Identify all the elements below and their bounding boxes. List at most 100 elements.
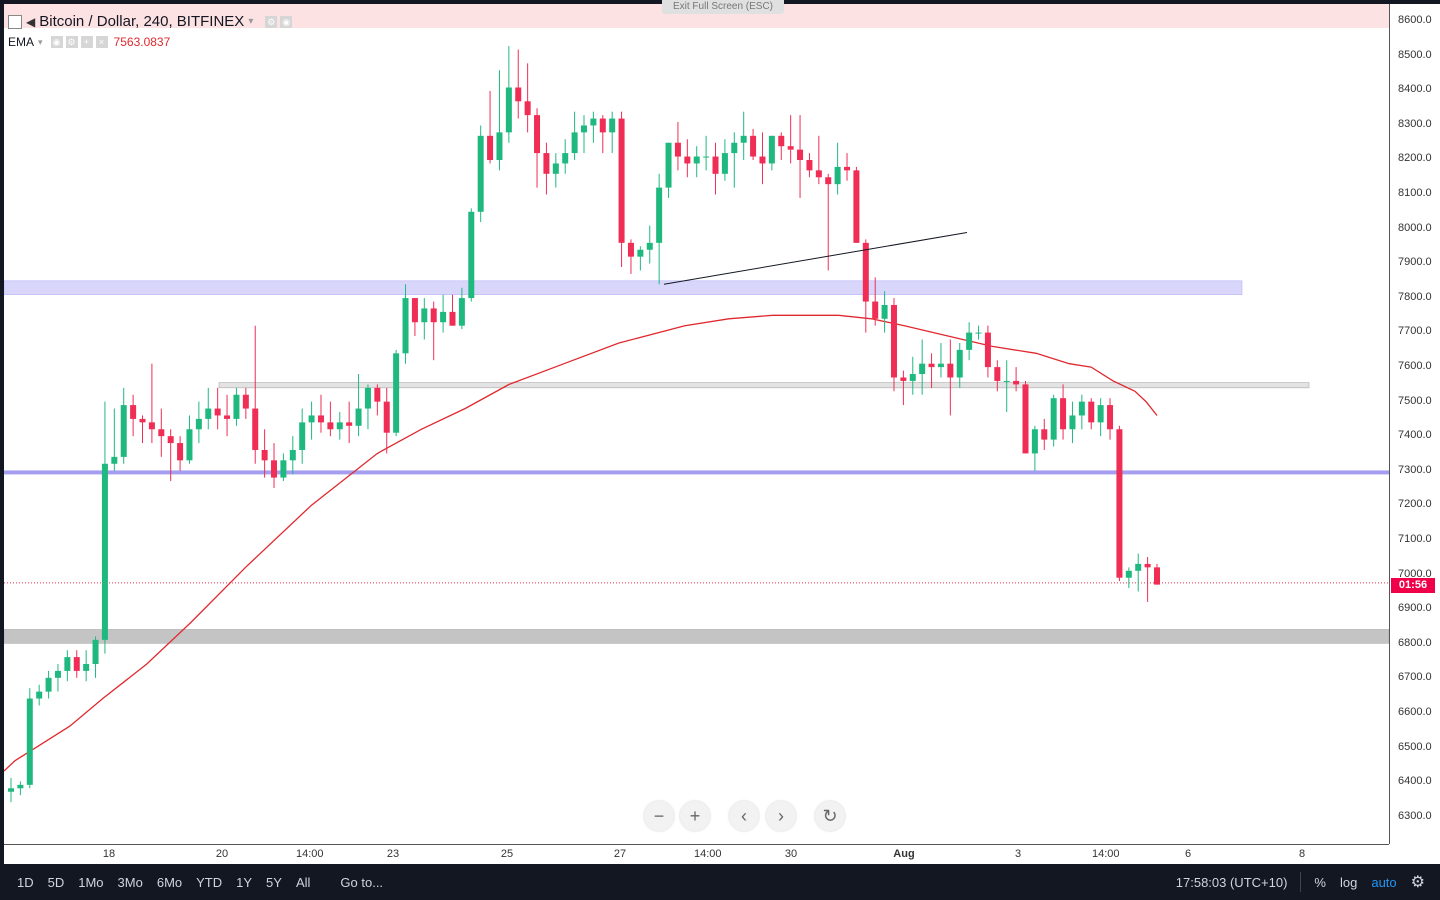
candle-body [224, 415, 231, 419]
candle-body [637, 249, 644, 257]
candle-body [148, 422, 155, 430]
range-button-1d[interactable]: 1D [17, 874, 34, 890]
scroll-left-button[interactable]: ‹ [729, 801, 759, 831]
range-button-6mo[interactable]: 6Mo [156, 874, 183, 890]
candle-body [261, 449, 268, 461]
price-tick: 6700.0 [1398, 671, 1432, 684]
candle-body [167, 436, 174, 444]
range-button-ytd[interactable]: YTD [196, 874, 223, 890]
percent-toggle[interactable]: % [1314, 874, 1326, 890]
candle-body [975, 332, 982, 334]
indicator-legend[interactable]: EMA ▾ ◉ ⚙ + × 7563.0837 [8, 35, 170, 49]
candle-body [111, 456, 118, 464]
range-button-5y[interactable]: 5Y [266, 874, 282, 890]
candle-body [543, 153, 550, 174]
candle-body [1088, 401, 1095, 423]
candle-body [684, 156, 691, 164]
candle-body [374, 387, 381, 402]
add-icon[interactable]: + [80, 36, 93, 48]
exit-fullscreen-button[interactable]: Exit Full Screen (ESC) [662, 0, 784, 14]
range-button-5d[interactable]: 5D [47, 874, 65, 890]
candle-body [524, 101, 531, 116]
gear-icon[interactable]: ⚙ [1410, 874, 1425, 891]
price-tick: 8500.0 [1398, 48, 1432, 61]
symbol-legend[interactable]: ◀ Bitcoin / Dollar, 240, BITFINEX ▾ ⚙ ◉ [8, 13, 293, 30]
collapse-legend-icon[interactable] [8, 14, 22, 29]
candle-body [966, 332, 973, 350]
scroll-right-button[interactable]: › [766, 801, 796, 831]
candle-body [364, 387, 371, 409]
range-button-1mo[interactable]: 1Mo [78, 874, 104, 890]
candle-body [571, 132, 578, 154]
price-tick: 7900.0 [1398, 256, 1432, 269]
candle-body [552, 163, 559, 174]
candle-body [83, 664, 90, 671]
candle-body [778, 135, 785, 147]
auto-toggle[interactable]: auto [1371, 874, 1397, 890]
range-button-all[interactable]: All [295, 874, 311, 890]
range-button-3mo[interactable]: 3Mo [117, 874, 143, 890]
settings-icon[interactable]: ⚙ [265, 15, 278, 28]
candle-body [17, 784, 24, 789]
time-tick: 14:00 [1092, 848, 1120, 860]
price-tick: 6600.0 [1398, 706, 1432, 718]
hide-icon[interactable]: ◉ [280, 15, 293, 28]
candle-body [54, 670, 61, 678]
price-tick: 7100.0 [1398, 533, 1432, 545]
candle-body [590, 118, 597, 126]
candle-body [1154, 567, 1160, 585]
candle-body [731, 142, 738, 154]
close-icon[interactable]: × [95, 36, 108, 48]
bottom-toolbar: 1D 5D 1Mo 3Mo 6Mo YTD 1Y 5Y All Go to... 17:58:0… [0, 864, 1440, 900]
price-zone [4, 280, 1243, 295]
toolbar-divider [1300, 872, 1302, 892]
candle-body [242, 394, 249, 409]
candle-body [195, 418, 202, 430]
chevron-down-icon[interactable]: ▾ [248, 16, 254, 27]
candle-body [815, 170, 822, 178]
candle-body [308, 415, 315, 423]
candle-body [674, 142, 681, 157]
price-level-line [4, 470, 1389, 475]
range-button-1y[interactable]: 1Y [236, 874, 253, 890]
zoom-out-button[interactable]: − [644, 801, 674, 831]
time-tick: 27 [613, 848, 627, 860]
candle-body [825, 177, 832, 185]
candle-body [1069, 415, 1076, 430]
candle-body [656, 187, 663, 243]
price-tick: 6400.0 [1398, 775, 1432, 788]
zoom-in-button[interactable]: + [680, 801, 710, 831]
chevron-down-icon[interactable]: ▾ [38, 36, 43, 47]
goto-button[interactable]: Go to... [340, 874, 384, 890]
price-tick: 7400.0 [1398, 429, 1432, 442]
candle-body [280, 460, 287, 478]
time-scale[interactable] [4, 844, 1389, 865]
reset-chart-button[interactable]: ↻ [815, 801, 845, 831]
candle-body [937, 363, 944, 368]
candle-body [1116, 429, 1123, 578]
price-tick: 8600.0 [1398, 14, 1432, 26]
candle-body [693, 156, 700, 164]
candle-body [346, 422, 353, 426]
candle-body [120, 405, 127, 457]
candle-body [393, 353, 400, 433]
candle-body [289, 449, 296, 461]
candle-body [1022, 384, 1029, 454]
candle-body [299, 422, 306, 450]
candle-body [712, 156, 719, 174]
price-scale[interactable] [1389, 4, 1440, 844]
eye-icon[interactable]: ◉ [50, 36, 63, 48]
candle-body [627, 242, 634, 257]
plot-area[interactable] [4, 4, 1389, 844]
log-toggle[interactable]: log [1339, 874, 1358, 890]
left-border [0, 0, 4, 864]
candle-body [1060, 398, 1067, 430]
candle-body [449, 311, 456, 326]
candle-body [1003, 380, 1010, 382]
settings-icon[interactable]: ⚙ [65, 36, 78, 48]
time-tick: 23 [386, 848, 400, 860]
price-chart[interactable] [4, 4, 1389, 844]
price-tick: 7800.0 [1398, 290, 1432, 303]
candle-body [834, 166, 841, 185]
